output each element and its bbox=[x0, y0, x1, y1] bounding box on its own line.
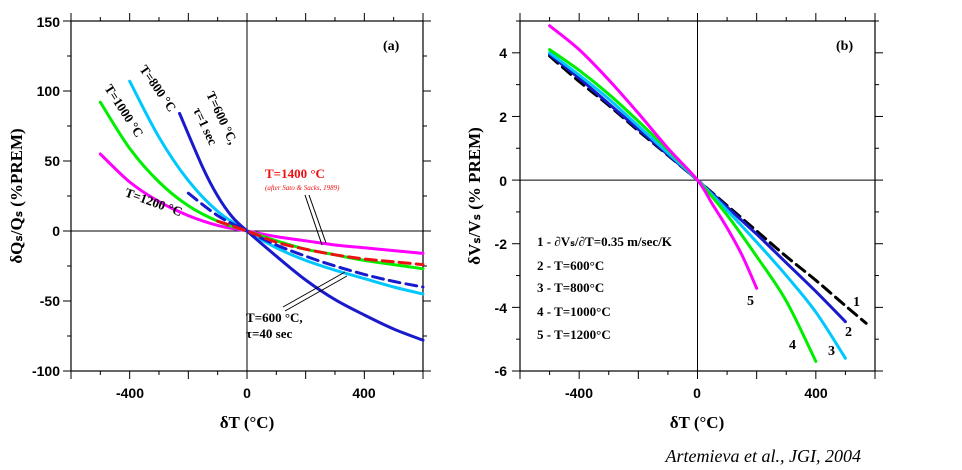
ann-t1400-source: (after Sato & Sacks, 1989) bbox=[265, 184, 340, 192]
panel-a-ticks bbox=[63, 13, 431, 379]
a-ytick-150: 150 bbox=[37, 14, 61, 30]
panel-b-series bbox=[548, 24, 868, 363]
panel-b-chart: 4 2 0 -2 -4 -6 -400 0 400 δT (°C) δVₛ/Vₛ… bbox=[465, 13, 883, 432]
b-xlabel: δT (°C) bbox=[670, 413, 725, 432]
legend-item-1: 1 - ∂Vₛ/∂T=0.35 m/sec/K bbox=[537, 234, 673, 249]
b-ytick-2: 2 bbox=[499, 109, 507, 125]
a-ylabel: δQₛ/Qₛ (%PREM) bbox=[7, 128, 26, 263]
b-legend: 1 - ∂Vₛ/∂T=0.35 m/sec/K 2 - T=600°C 3 - … bbox=[537, 234, 673, 342]
b-xtick-m400: -400 bbox=[565, 385, 593, 401]
legend-item-3: 3 - T=800°C bbox=[537, 280, 604, 295]
ann-t600-40-line1: T=600 °C, bbox=[246, 310, 303, 325]
a-ytick-50: 50 bbox=[44, 153, 60, 169]
b-ytick-0: 0 bbox=[499, 173, 507, 189]
arrow-t600-40 bbox=[282, 271, 346, 308]
a-ytick-100: 100 bbox=[37, 83, 61, 99]
curve-label-3: 3 bbox=[828, 344, 835, 359]
series-line-a-6 bbox=[216, 219, 425, 267]
b-ytick-4: 4 bbox=[499, 45, 507, 61]
b-xtick-400: 400 bbox=[804, 385, 828, 401]
ann-t600-40-line2: τ=40 sec bbox=[246, 326, 292, 341]
b-xtick-0: 0 bbox=[693, 385, 701, 401]
curve-label-2: 2 bbox=[845, 325, 852, 340]
legend-item-2: 2 - T=600°C bbox=[537, 258, 604, 273]
panel-a-arrows bbox=[282, 194, 348, 312]
a-panel-label: (a) bbox=[383, 39, 400, 54]
series-line-a-1 bbox=[98, 152, 425, 255]
curve-label-5: 5 bbox=[747, 294, 754, 309]
b-panel-label: (b) bbox=[836, 39, 853, 54]
b-ylabel: δVₛ/Vₛ (% PREM) bbox=[465, 127, 484, 265]
b-ytick-m4: -4 bbox=[495, 300, 508, 316]
panel-a-chart: 150 100 50 0 -50 -100 -400 0 400 δT (°C)… bbox=[7, 13, 431, 432]
ann-t1400: T=1400 °C bbox=[265, 166, 325, 181]
ann-t1200: T=1200 °C bbox=[123, 185, 184, 220]
arrow-t1400-b bbox=[308, 194, 327, 244]
series-line-a-3 bbox=[128, 79, 425, 296]
curve-label-4: 4 bbox=[789, 338, 796, 353]
series-line-b-5 bbox=[548, 24, 759, 290]
a-ytick-m100: -100 bbox=[32, 363, 60, 379]
a-ytick-0: 0 bbox=[52, 223, 60, 239]
a-ytick-m50: -50 bbox=[40, 293, 60, 309]
legend-item-5: 5 - T=1200°C bbox=[537, 327, 611, 342]
panel-b-ticks bbox=[512, 13, 883, 379]
a-xlabel: δT (°C) bbox=[220, 413, 275, 432]
legend-item-4: 4 - T=1000°C bbox=[537, 304, 611, 319]
figure-credit: Artemieva et al., JGI, 2004 bbox=[665, 446, 861, 466]
b-ytick-m6: -6 bbox=[495, 363, 508, 379]
a-xtick-m400: -400 bbox=[116, 385, 144, 401]
series-line-a-2 bbox=[98, 100, 425, 271]
b-ytick-m2: -2 bbox=[495, 236, 508, 252]
a-xtick-0: 0 bbox=[243, 385, 251, 401]
series-line-a-4 bbox=[178, 111, 425, 342]
arrow-t600-40-b bbox=[284, 275, 348, 312]
panel-a-series bbox=[98, 79, 425, 342]
ann-t1000: T=1000 °C bbox=[101, 81, 146, 139]
a-xtick-400: 400 bbox=[352, 385, 376, 401]
curve-label-1: 1 bbox=[853, 295, 860, 310]
arrow-t1400 bbox=[304, 194, 323, 246]
